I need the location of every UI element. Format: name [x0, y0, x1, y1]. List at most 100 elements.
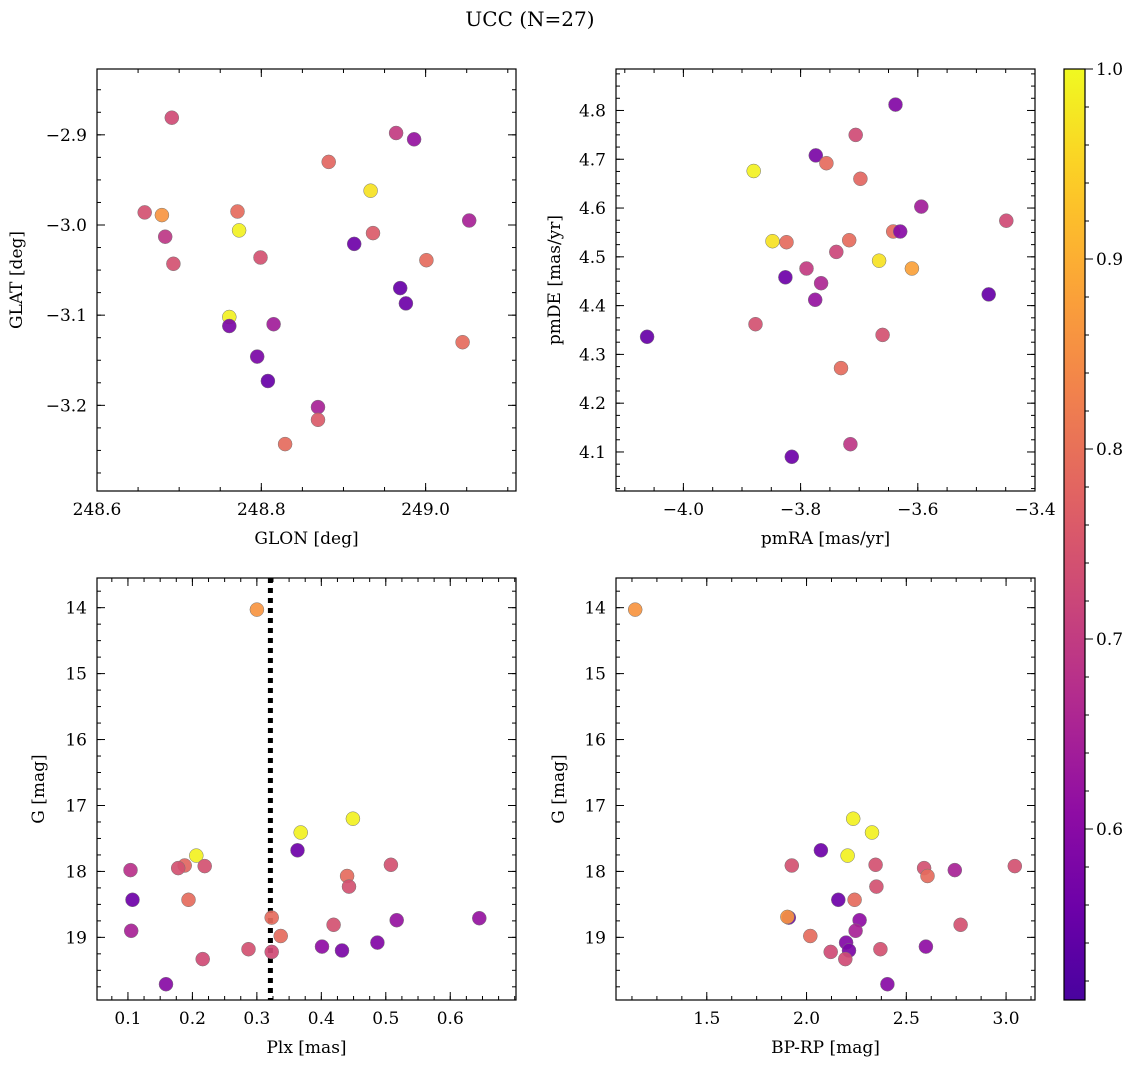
y-tick-label: 16 — [65, 731, 87, 751]
data-point — [345, 811, 361, 826]
data-point — [125, 892, 140, 908]
data-point — [871, 253, 887, 268]
y-tick-label: −3.2 — [46, 396, 87, 416]
data-point — [157, 229, 173, 244]
colorbar-tick-label: 0.8 — [1096, 440, 1123, 460]
plot-area — [97, 69, 516, 491]
data-point — [914, 199, 929, 214]
panel-1: 248.6 248.8 249.0 −2.9 −3.0 −3.1 −3.2 GLON [deg… — [7, 68, 517, 549]
x-tick-label: 0.3 — [243, 1009, 270, 1029]
data-point — [823, 944, 838, 960]
y-tick-label: 4.3 — [579, 345, 606, 365]
data-point — [264, 910, 279, 925]
data-point — [765, 233, 780, 249]
x-tick-label: 1.5 — [693, 1009, 720, 1029]
data-point — [189, 848, 204, 863]
x-tick-label: 0.2 — [179, 1009, 206, 1029]
data-point — [999, 213, 1014, 228]
data-point — [784, 858, 800, 873]
y-tick-label: 19 — [584, 928, 606, 948]
data-point — [848, 923, 863, 939]
data-point — [869, 879, 884, 894]
data-point — [1007, 858, 1023, 874]
data-point — [154, 207, 170, 223]
y-tick-label: 4.7 — [579, 150, 606, 170]
data-point — [293, 825, 308, 840]
data-point — [164, 110, 180, 125]
data-point — [137, 205, 152, 220]
x-tick-label: 248.6 — [73, 500, 122, 520]
data-point — [845, 811, 861, 826]
data-point — [880, 976, 895, 992]
plot-area — [616, 578, 1035, 1000]
x-tick-label: −4.0 — [663, 500, 704, 520]
data-point — [249, 602, 265, 617]
data-point — [838, 951, 853, 967]
data-point — [953, 917, 968, 933]
data-point — [853, 171, 868, 187]
data-point — [321, 154, 336, 170]
data-point — [260, 373, 276, 389]
data-point — [920, 868, 935, 884]
x-tick-label: 249.0 — [401, 500, 450, 520]
data-point — [748, 316, 763, 332]
x-tick-label: 2.5 — [893, 1009, 920, 1029]
data-point — [314, 939, 330, 954]
data-point — [888, 97, 903, 112]
data-point — [918, 939, 934, 954]
figure-title: UCC (N=27) — [465, 7, 594, 31]
data-point — [230, 204, 245, 219]
y-tick-label: 4.2 — [579, 394, 606, 414]
data-point — [864, 825, 880, 840]
data-point — [266, 316, 281, 332]
axes-frame — [615, 68, 1036, 492]
axes-frame — [615, 577, 1036, 1001]
y-tick-label: 16 — [584, 731, 606, 751]
data-point — [388, 125, 404, 141]
data-point — [419, 252, 434, 268]
data-point — [264, 944, 279, 960]
panel-4: 1.5 2.0 2.5 3.0 14 15 16 17 18 19 BP-RP [mag] G [ma… — [549, 577, 1036, 1058]
axis-ticks — [97, 578, 516, 1000]
y-tick-label: 4.8 — [579, 101, 606, 121]
axes-frame — [96, 577, 517, 1001]
data-point — [873, 941, 888, 957]
data-point — [803, 928, 818, 944]
data-point — [947, 862, 963, 878]
data-point — [123, 923, 139, 939]
data-point — [406, 132, 422, 147]
data-point — [831, 892, 846, 908]
x-tick-label: −3.8 — [780, 500, 821, 520]
y-tick-label: 14 — [65, 599, 87, 619]
y-tick-label: 4.1 — [579, 443, 606, 463]
data-point — [249, 349, 265, 364]
data-point — [197, 858, 212, 874]
data-point — [472, 910, 487, 926]
data-point — [195, 951, 210, 967]
data-point — [455, 334, 470, 350]
x-tick-label: 0.6 — [437, 1009, 464, 1029]
y-axis-label: pmDE [mas/yr] — [545, 215, 565, 345]
axis-ticks — [616, 578, 1035, 1000]
data-point — [290, 843, 305, 858]
y-tick-label: 4.5 — [579, 248, 606, 268]
data-point — [813, 275, 829, 291]
x-axis-label: pmRA [mas/yr] — [761, 529, 890, 549]
colorbar-tick-label: 0.9 — [1096, 250, 1123, 270]
data-point — [392, 280, 408, 296]
y-tick-label: 15 — [584, 665, 606, 685]
data-point — [847, 892, 862, 908]
colorbar-tick-label: 0.6 — [1096, 820, 1123, 840]
data-point — [222, 318, 237, 334]
data-point — [389, 912, 404, 928]
axis-ticks — [96, 69, 516, 491]
data-point — [829, 244, 844, 260]
y-tick-label: −3.1 — [46, 306, 87, 326]
data-point — [778, 270, 793, 285]
axis-ticks — [616, 69, 1036, 491]
y-tick-label: −2.9 — [46, 126, 87, 146]
data-point — [875, 327, 890, 343]
data-point — [746, 163, 761, 179]
